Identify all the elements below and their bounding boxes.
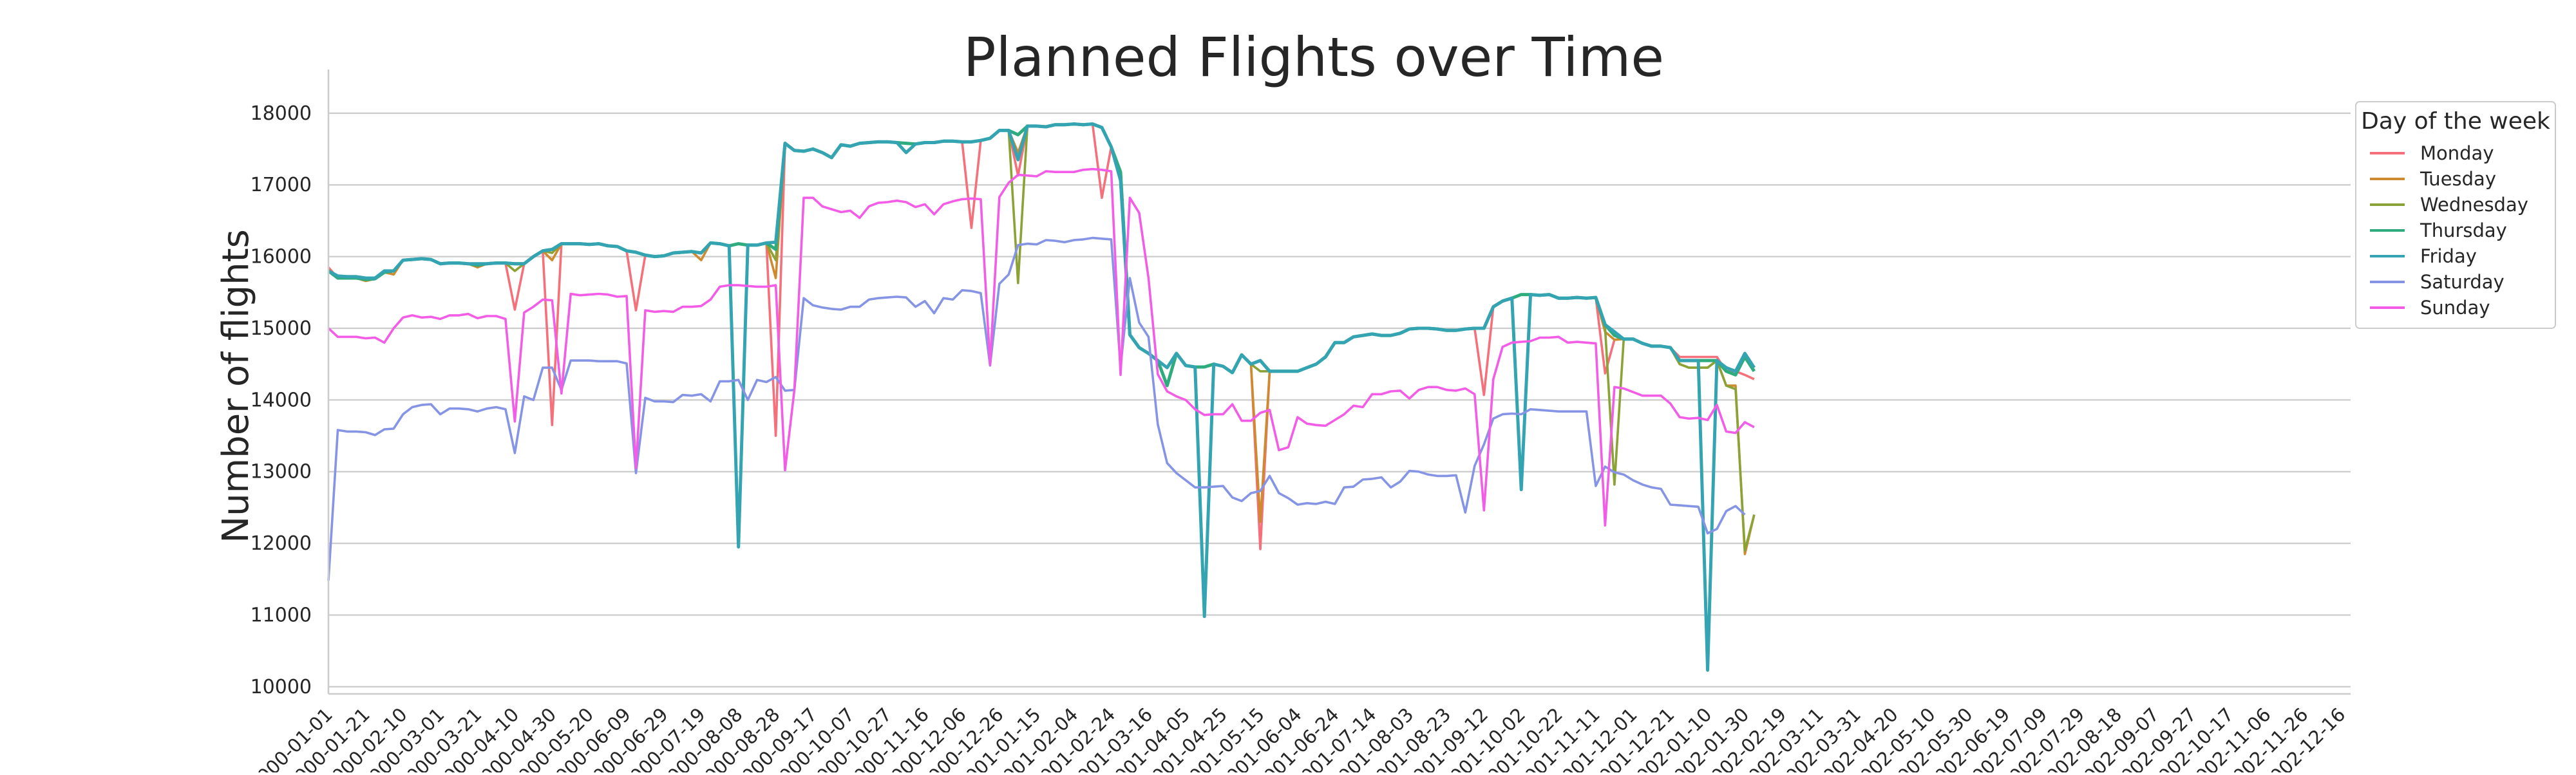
legend-label: Saturday: [2420, 271, 2505, 293]
series-line-saturday: [327, 236, 1746, 581]
y-tick-label: 11000: [251, 604, 312, 626]
series-line-sunday: [327, 167, 1755, 527]
y-tick-label: 17000: [251, 174, 312, 196]
chart-title: Planned Flights over Time: [963, 26, 1664, 89]
y-tick-label: 15000: [251, 317, 312, 340]
y-tick-label: 18000: [251, 102, 312, 125]
y-tick-label: 13000: [251, 461, 312, 483]
series-line-friday: [327, 122, 1756, 672]
legend-box: [2355, 101, 2556, 329]
legend-label: Thursday: [2420, 219, 2507, 241]
y-tick-label: 16000: [251, 246, 312, 268]
y-tick-label: 12000: [251, 532, 312, 555]
series-lines: [327, 122, 1756, 672]
legend-label: Sunday: [2420, 297, 2490, 319]
legend: Day of the week Monday Tuesday Wednesday Thu…: [2355, 101, 2556, 329]
y-tick-label: 10000: [251, 676, 312, 698]
legend-label: Monday: [2420, 142, 2494, 164]
legend-label: Tuesday: [2420, 168, 2496, 190]
series-line-tuesday: [327, 122, 1756, 556]
legend-title: Day of the week: [2361, 108, 2550, 135]
y-tick-label: 14000: [251, 389, 312, 411]
y-axis-label: Number of flights: [215, 229, 257, 543]
legend-label: Friday: [2420, 245, 2477, 267]
legend-label: Wednesday: [2420, 194, 2528, 216]
